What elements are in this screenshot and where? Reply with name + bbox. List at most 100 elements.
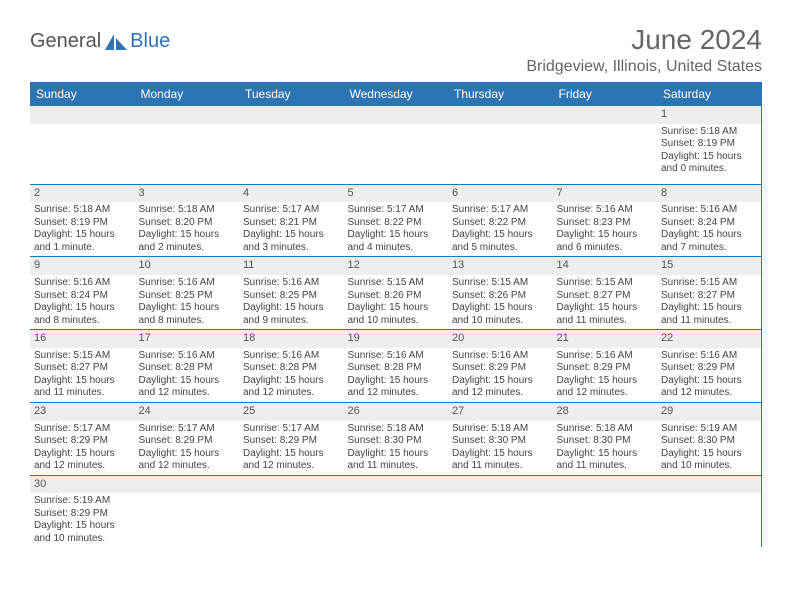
sunrise-line: Sunrise: 5:16 AM — [661, 204, 757, 217]
day-details: Sunrise: 5:16 AMSunset: 8:29 PMDaylight:… — [448, 348, 553, 402]
calendar-row: 9Sunrise: 5:16 AMSunset: 8:24 PMDaylight… — [30, 257, 762, 330]
calendar-cell — [448, 475, 553, 547]
sunset-line: Sunset: 8:26 PM — [452, 290, 549, 303]
sunset-line: Sunset: 8:30 PM — [661, 435, 757, 448]
sunrise-line: Sunrise: 5:15 AM — [452, 277, 549, 290]
brand-general: General — [30, 30, 101, 53]
calendar-cell: 24Sunrise: 5:17 AMSunset: 8:29 PMDayligh… — [135, 402, 240, 475]
sunset-line: Sunset: 8:21 PM — [243, 217, 340, 230]
sunset-line: Sunset: 8:27 PM — [661, 290, 757, 303]
day-number-empty — [448, 106, 553, 124]
weekday-header: Wednesday — [344, 82, 449, 106]
day-number: 19 — [344, 330, 449, 348]
calendar-cell: 29Sunrise: 5:19 AMSunset: 8:30 PMDayligh… — [657, 402, 762, 475]
title-block: June 2024 Bridgeview, Illinois, United S… — [526, 24, 762, 76]
location: Bridgeview, Illinois, United States — [526, 58, 762, 76]
day-number: 14 — [553, 257, 658, 275]
daylight-line: Daylight: 15 hours and 12 minutes. — [452, 375, 549, 400]
sunset-line: Sunset: 8:20 PM — [139, 217, 236, 230]
day-number: 9 — [30, 257, 135, 275]
day-details: Sunrise: 5:16 AMSunset: 8:25 PMDaylight:… — [135, 275, 240, 329]
day-details: Sunrise: 5:15 AMSunset: 8:26 PMDaylight:… — [448, 275, 553, 329]
calendar-cell: 17Sunrise: 5:16 AMSunset: 8:28 PMDayligh… — [135, 330, 240, 403]
day-number: 6 — [448, 185, 553, 203]
calendar-cell: 7Sunrise: 5:16 AMSunset: 8:23 PMDaylight… — [553, 184, 658, 257]
sunset-line: Sunset: 8:29 PM — [661, 362, 757, 375]
sunset-line: Sunset: 8:19 PM — [34, 217, 131, 230]
calendar-cell — [344, 106, 449, 184]
day-number: 12 — [344, 257, 449, 275]
day-number: 3 — [135, 185, 240, 203]
brand-logo: General Blue — [30, 30, 170, 53]
sunset-line: Sunset: 8:25 PM — [243, 290, 340, 303]
day-details: Sunrise: 5:15 AMSunset: 8:27 PMDaylight:… — [30, 348, 135, 402]
calendar-cell: 13Sunrise: 5:15 AMSunset: 8:26 PMDayligh… — [448, 257, 553, 330]
daylight-line: Daylight: 15 hours and 6 minutes. — [557, 229, 654, 254]
calendar-cell: 18Sunrise: 5:16 AMSunset: 8:28 PMDayligh… — [239, 330, 344, 403]
sunrise-line: Sunrise: 5:16 AM — [139, 350, 236, 363]
day-number: 24 — [135, 403, 240, 421]
day-number: 11 — [239, 257, 344, 275]
weekday-header: Thursday — [448, 82, 553, 106]
sail-icon — [105, 34, 127, 50]
daylight-line: Daylight: 15 hours and 1 minute. — [34, 229, 131, 254]
day-details: Sunrise: 5:18 AMSunset: 8:20 PMDaylight:… — [135, 202, 240, 256]
sunrise-line: Sunrise: 5:16 AM — [557, 350, 654, 363]
sunrise-line: Sunrise: 5:18 AM — [139, 204, 236, 217]
day-number: 23 — [30, 403, 135, 421]
day-number: 8 — [657, 185, 761, 203]
day-number-empty — [344, 106, 449, 124]
day-number: 1 — [657, 106, 761, 124]
sunset-line: Sunset: 8:29 PM — [557, 362, 654, 375]
calendar-cell: 11Sunrise: 5:16 AMSunset: 8:25 PMDayligh… — [239, 257, 344, 330]
day-number: 17 — [135, 330, 240, 348]
day-number: 13 — [448, 257, 553, 275]
day-details: Sunrise: 5:17 AMSunset: 8:21 PMDaylight:… — [239, 202, 344, 256]
daylight-line: Daylight: 15 hours and 11 minutes. — [661, 302, 757, 327]
weekday-header: Tuesday — [239, 82, 344, 106]
sunrise-line: Sunrise: 5:17 AM — [348, 204, 445, 217]
daylight-line: Daylight: 15 hours and 7 minutes. — [661, 229, 757, 254]
sunrise-line: Sunrise: 5:19 AM — [661, 423, 757, 436]
calendar-cell: 19Sunrise: 5:16 AMSunset: 8:28 PMDayligh… — [344, 330, 449, 403]
day-number: 22 — [657, 330, 761, 348]
day-number-empty — [239, 476, 344, 494]
day-details: Sunrise: 5:18 AMSunset: 8:19 PMDaylight:… — [657, 124, 761, 178]
sunrise-line: Sunrise: 5:16 AM — [34, 277, 131, 290]
day-details: Sunrise: 5:17 AMSunset: 8:22 PMDaylight:… — [344, 202, 449, 256]
day-details: Sunrise: 5:17 AMSunset: 8:29 PMDaylight:… — [239, 421, 344, 475]
daylight-line: Daylight: 15 hours and 10 minutes. — [348, 302, 445, 327]
day-number: 30 — [30, 476, 135, 494]
calendar-cell: 12Sunrise: 5:15 AMSunset: 8:26 PMDayligh… — [344, 257, 449, 330]
daylight-line: Daylight: 15 hours and 10 minutes. — [452, 302, 549, 327]
sunset-line: Sunset: 8:22 PM — [348, 217, 445, 230]
calendar-cell: 6Sunrise: 5:17 AMSunset: 8:22 PMDaylight… — [448, 184, 553, 257]
calendar-cell: 21Sunrise: 5:16 AMSunset: 8:29 PMDayligh… — [553, 330, 658, 403]
day-number-empty — [448, 476, 553, 494]
day-number-empty — [135, 476, 240, 494]
calendar-header-row: SundayMondayTuesdayWednesdayThursdayFrid… — [30, 82, 762, 106]
sunset-line: Sunset: 8:26 PM — [348, 290, 445, 303]
calendar-cell — [344, 475, 449, 547]
daylight-line: Daylight: 15 hours and 12 minutes. — [139, 448, 236, 473]
sunset-line: Sunset: 8:28 PM — [243, 362, 340, 375]
day-number: 25 — [239, 403, 344, 421]
daylight-line: Daylight: 15 hours and 11 minutes. — [557, 448, 654, 473]
calendar-cell: 14Sunrise: 5:15 AMSunset: 8:27 PMDayligh… — [553, 257, 658, 330]
calendar-cell: 10Sunrise: 5:16 AMSunset: 8:25 PMDayligh… — [135, 257, 240, 330]
calendar-cell — [553, 106, 658, 184]
header: General Blue June 2024 Bridgeview, Illin… — [30, 24, 762, 76]
day-details: Sunrise: 5:15 AMSunset: 8:26 PMDaylight:… — [344, 275, 449, 329]
day-details: Sunrise: 5:19 AMSunset: 8:30 PMDaylight:… — [657, 421, 761, 475]
sunrise-line: Sunrise: 5:17 AM — [34, 423, 131, 436]
calendar-cell: 27Sunrise: 5:18 AMSunset: 8:30 PMDayligh… — [448, 402, 553, 475]
sunset-line: Sunset: 8:29 PM — [243, 435, 340, 448]
day-details: Sunrise: 5:16 AMSunset: 8:24 PMDaylight:… — [657, 202, 761, 256]
daylight-line: Daylight: 15 hours and 12 minutes. — [139, 375, 236, 400]
day-details: Sunrise: 5:19 AMSunset: 8:29 PMDaylight:… — [30, 493, 135, 547]
daylight-line: Daylight: 15 hours and 11 minutes. — [452, 448, 549, 473]
calendar-cell: 15Sunrise: 5:15 AMSunset: 8:27 PMDayligh… — [657, 257, 762, 330]
sunrise-line: Sunrise: 5:16 AM — [452, 350, 549, 363]
sunset-line: Sunset: 8:25 PM — [139, 290, 236, 303]
calendar-cell — [657, 475, 762, 547]
